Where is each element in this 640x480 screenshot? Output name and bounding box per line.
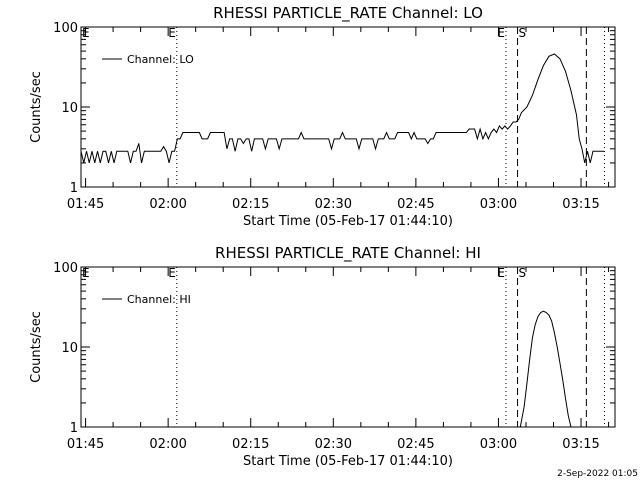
- y-tick-label: 1: [70, 421, 78, 436]
- x-tick-label: 02:00: [149, 437, 186, 452]
- x-tick-label: 02:30: [315, 197, 352, 212]
- y-axis-label: Counts/sec: [29, 311, 44, 383]
- x-tick-label: 02:45: [397, 197, 434, 212]
- event-marker-label: E: [82, 266, 90, 280]
- y-tick-label: 100: [53, 21, 78, 36]
- event-marker-label: E: [168, 26, 176, 40]
- x-axis-label: Start Time (05-Feb-17 01:44:10): [243, 454, 453, 469]
- event-marker-label: E: [497, 26, 505, 40]
- event-marker-label: E: [497, 266, 505, 280]
- y-tick-label: 10: [61, 101, 78, 116]
- chart-title: RHESSI PARTICLE_RATE Channel: HI: [215, 244, 481, 263]
- legend-label: Channel: HI: [127, 293, 191, 306]
- x-tick-label: 03:15: [562, 197, 599, 212]
- x-tick-label: 02:30: [315, 437, 352, 452]
- plot-frame: [80, 266, 616, 428]
- y-tick-label: 1: [70, 181, 78, 196]
- x-tick-label: 02:15: [232, 197, 269, 212]
- x-tick-label: 03:00: [480, 197, 517, 212]
- event-marker-label: E: [168, 266, 176, 280]
- x-axis-label: Start Time (05-Feb-17 01:44:10): [243, 214, 453, 229]
- event-marker-label: S: [519, 26, 527, 40]
- event-marker-label: E: [82, 26, 90, 40]
- x-tick-label: 02:00: [149, 197, 186, 212]
- y-axis-label: Counts/sec: [29, 71, 44, 143]
- series-line: [519, 310, 572, 427]
- chart-title: RHESSI PARTICLE_RATE Channel: LO: [213, 4, 483, 23]
- x-tick-label: 01:45: [67, 197, 104, 212]
- x-tick-label: 02:45: [397, 437, 434, 452]
- plot-frame: [80, 26, 616, 188]
- y-tick-label: 10: [61, 341, 78, 356]
- series-line: [81, 53, 604, 164]
- x-tick-label: 03:00: [480, 437, 517, 452]
- x-tick-label: 03:15: [562, 437, 599, 452]
- y-tick-label: 100: [53, 261, 78, 276]
- footer-timestamp: 2-Sep-2022 01:05: [557, 469, 638, 479]
- x-tick-label: 02:15: [232, 437, 269, 452]
- event-marker-label: S: [519, 266, 527, 280]
- legend-label: Channel: LO: [127, 53, 194, 66]
- x-tick-label: 01:45: [67, 437, 104, 452]
